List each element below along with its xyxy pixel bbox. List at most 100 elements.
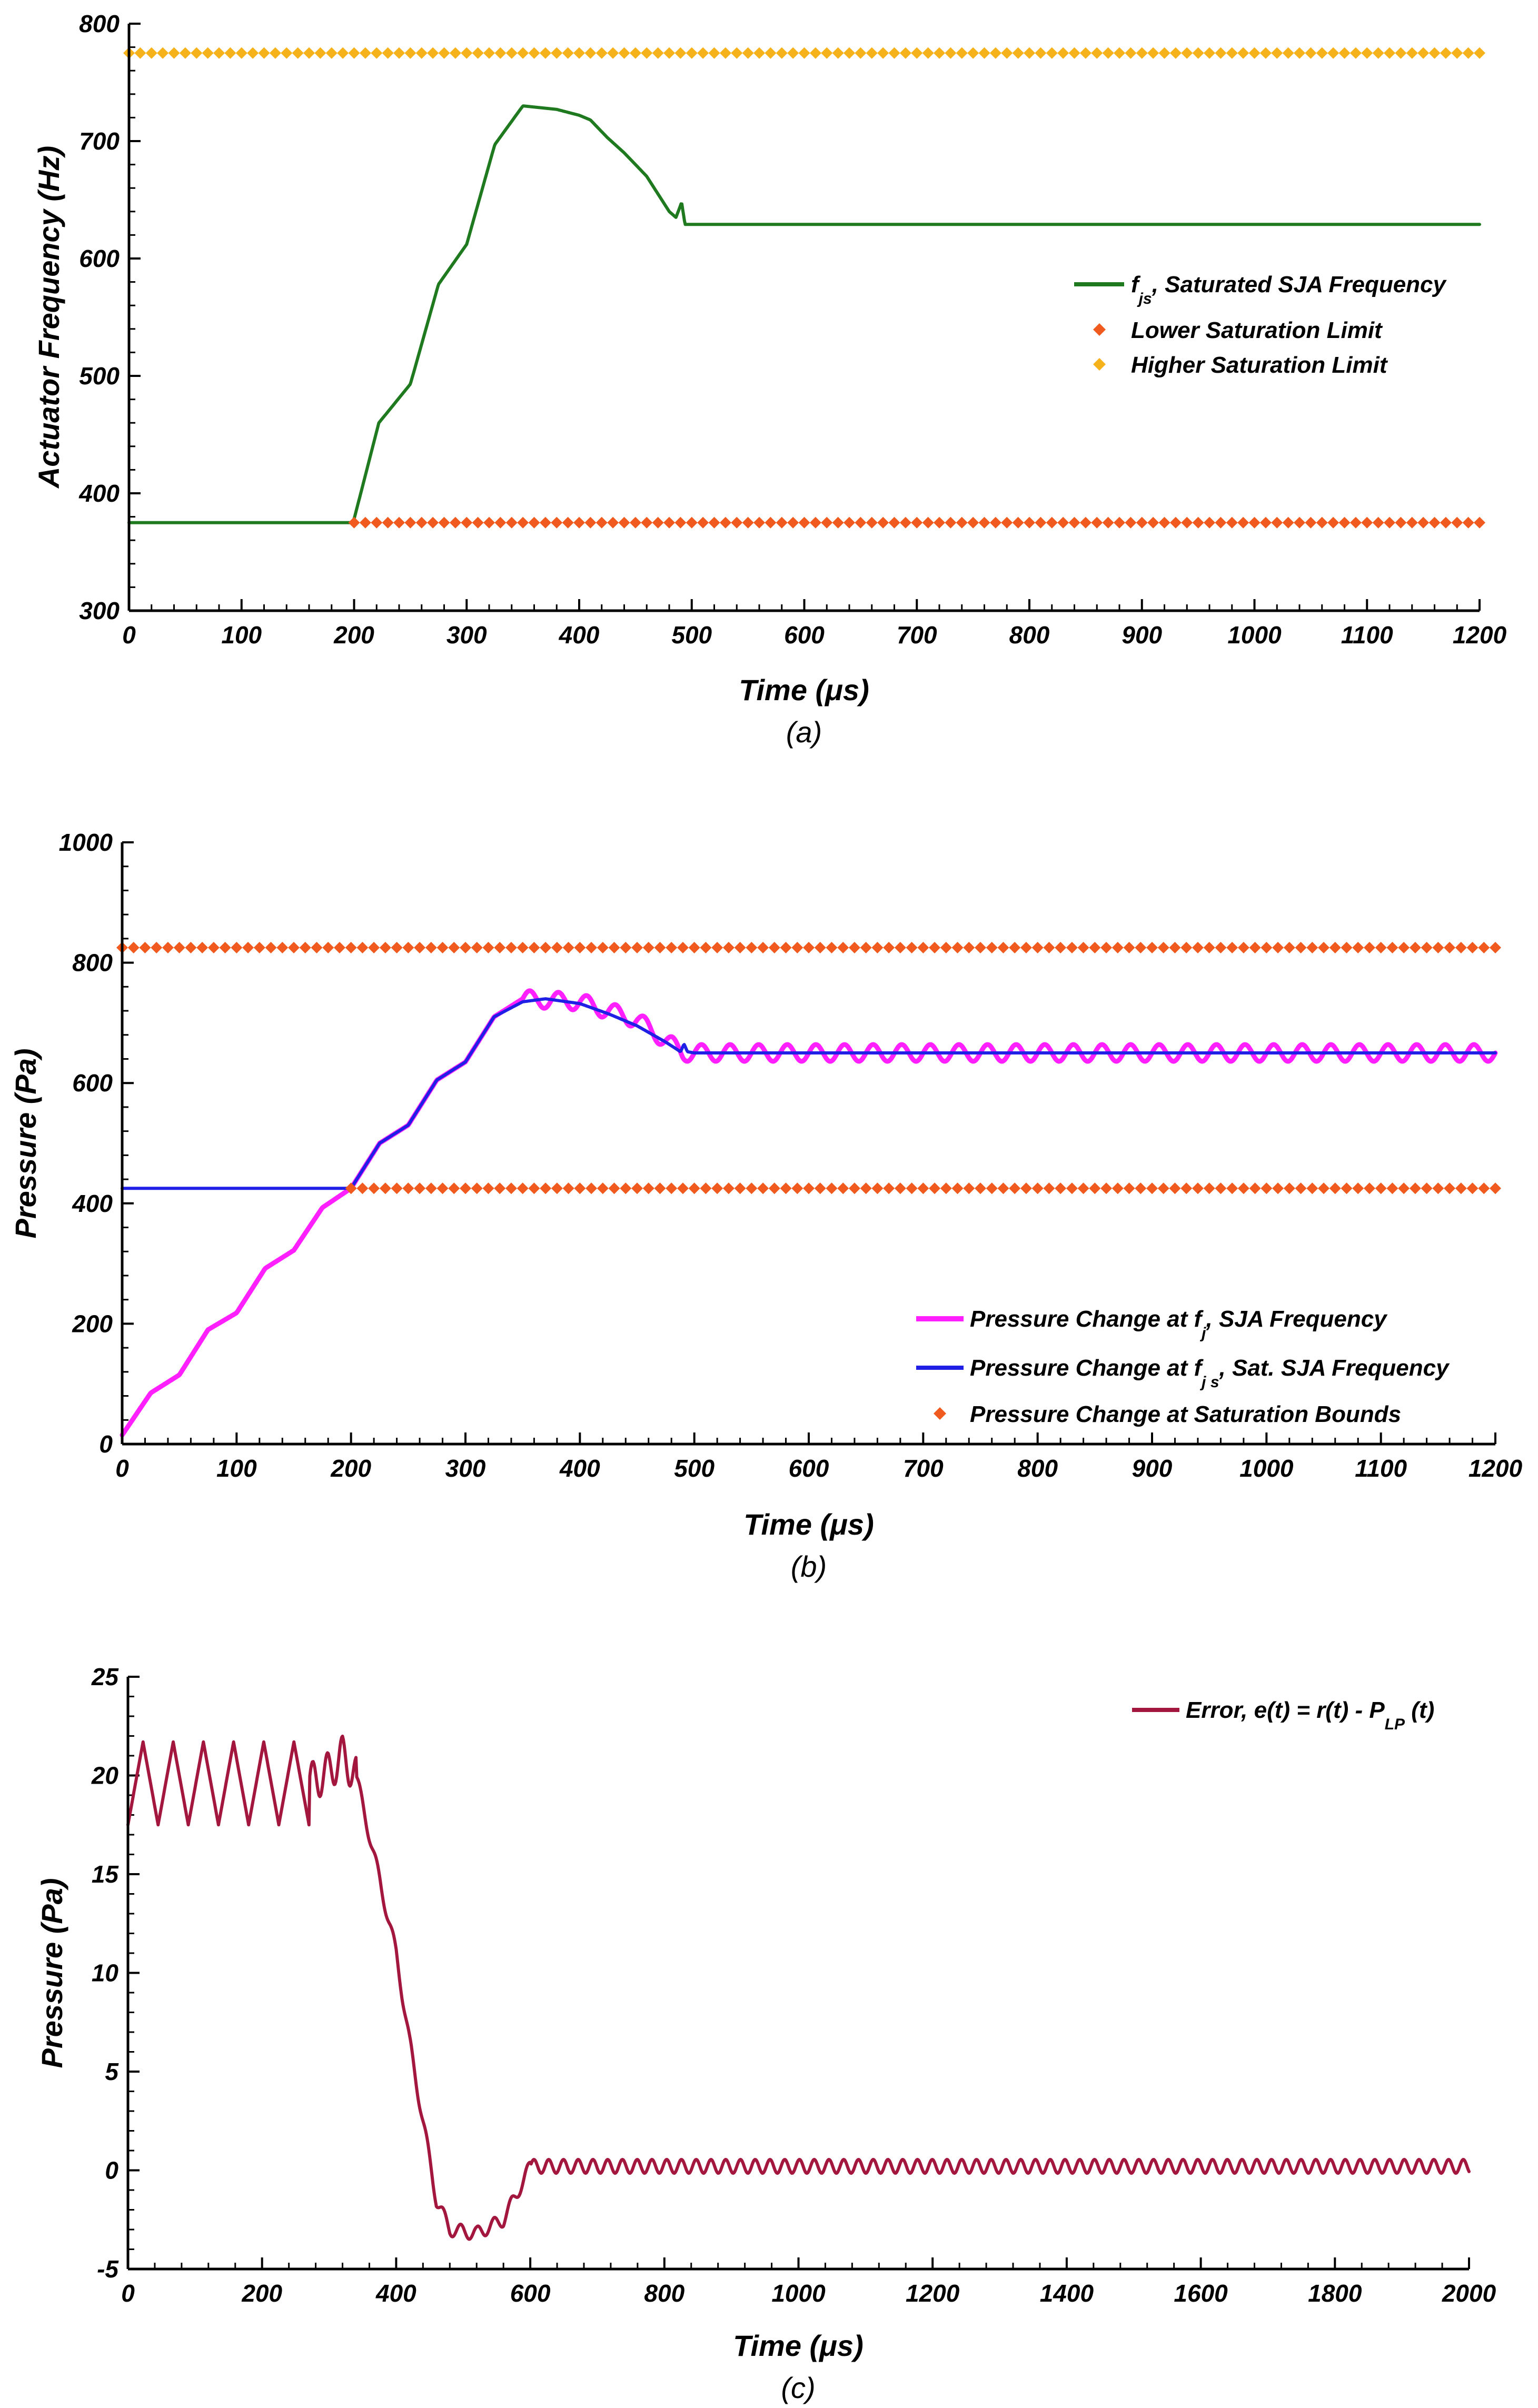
marker-higher-saturation-limit [1001,47,1013,59]
marker-lower-saturation-limit [562,516,574,529]
marker-pressure-change-at-saturation-bounds [722,1182,735,1195]
marker-lower-saturation-limit [978,516,990,529]
marker-higher-saturation-limit [348,47,360,59]
marker-pressure-change-at-saturation-bounds [127,942,140,954]
marker-lower-saturation-limit [551,516,563,529]
marker-lower-saturation-limit [844,516,855,529]
marker-higher-saturation-limit [809,47,821,59]
marker-pressure-change-at-saturation-bounds [139,942,151,954]
marker-pressure-change-at-saturation-bounds [1272,1182,1284,1195]
marker-lower-saturation-limit [371,516,383,529]
marker-pressure-change-at-saturation-bounds [780,1182,792,1195]
marker-higher-saturation-limit [1147,47,1159,59]
marker-higher-saturation-limit [1169,47,1182,59]
x-tick-label: 200 [330,1455,371,1482]
marker-higher-saturation-limit [629,47,641,59]
y-tick-label: 0 [105,2157,118,2184]
y-tick-label: 300 [79,597,120,624]
marker-lower-saturation-limit [618,516,630,529]
marker-higher-saturation-limit [1204,47,1215,59]
x-tick-label: 0 [115,1455,129,1482]
marker-pressure-change-at-saturation-bounds [951,1182,964,1195]
marker-higher-saturation-limit [686,47,698,59]
marker-higher-saturation-limit [989,47,1001,59]
marker-lower-saturation-limit [1361,516,1373,529]
marker-higher-saturation-limit [855,47,867,59]
marker-higher-saturation-limit [1125,47,1137,59]
marker-pressure-change-at-saturation-bounds [1455,942,1467,954]
marker-higher-saturation-limit [821,47,833,59]
marker-lower-saturation-limit [1327,516,1339,529]
marker-higher-saturation-limit [1417,47,1430,59]
marker-lower-saturation-limit [1384,516,1395,529]
marker-pressure-change-at-saturation-bounds [963,1182,975,1195]
marker-pressure-change-at-saturation-bounds [356,942,369,954]
marker-higher-saturation-limit [1248,47,1261,59]
marker-higher-saturation-limit [461,47,473,59]
panel-b-ticks [121,841,1496,1445]
marker-lower-saturation-limit [753,516,765,529]
marker-pressure-change-at-saturation-bounds [1043,1182,1055,1195]
marker-higher-saturation-limit [1192,47,1204,59]
marker-pressure-change-at-saturation-bounds [1444,1182,1456,1195]
marker-pressure-change-at-saturation-bounds [299,942,311,954]
legend-subscript: LP [1385,1716,1405,1733]
marker-pressure-change-at-saturation-bounds [1318,1182,1329,1195]
marker-lower-saturation-limit [731,516,743,529]
marker-lower-saturation-limit [787,516,799,529]
marker-higher-saturation-limit [832,47,844,59]
marker-pressure-change-at-saturation-bounds [620,1182,632,1195]
marker-higher-saturation-limit [584,47,597,59]
marker-lower-saturation-limit [1114,516,1125,529]
marker-pressure-change-at-saturation-bounds [242,942,254,954]
marker-pressure-change-at-saturation-bounds [1386,1182,1398,1195]
y-tick-label: 400 [78,480,120,507]
marker-lower-saturation-limit [1035,516,1047,529]
chart-panel-a: 0 100 200 300 400 500 600 700 800 900 1000 1100 1200… [32,10,1507,749]
marker-lower-saturation-limit [821,516,833,529]
marker-higher-saturation-limit [922,47,934,59]
marker-pressure-change-at-saturation-bounds [436,1182,449,1195]
marker-pressure-change-at-saturation-bounds [1432,1182,1444,1195]
marker-pressure-change-at-saturation-bounds [848,1182,860,1195]
marker-lower-saturation-limit [1046,516,1058,529]
marker-pressure-change-at-saturation-bounds [1295,942,1307,954]
marker-pressure-change-at-saturation-bounds [803,1182,815,1195]
x-tick-label: 500 [671,621,712,649]
marker-pressure-change-at-saturation-bounds [517,942,529,954]
marker-pressure-change-at-saturation-bounds [517,1182,529,1195]
marker-pressure-change-at-saturation-bounds [151,942,163,954]
marker-lower-saturation-limit [866,516,878,529]
marker-pressure-change-at-saturation-bounds [1466,1182,1479,1195]
marker-pressure-change-at-saturation-bounds [1043,942,1055,954]
marker-pressure-change-at-saturation-bounds [906,942,918,954]
marker-higher-saturation-limit [708,47,720,59]
marker-pressure-change-at-saturation-bounds [1352,1182,1364,1195]
x-tick-label: 700 [903,1455,944,1482]
x-tick-label: 1800 [1308,2280,1362,2307]
marker-pressure-change-at-saturation-bounds [711,942,723,954]
legend-marker-saturation-bounds [934,1407,946,1420]
marker-lower-saturation-limit [855,516,867,529]
marker-lower-saturation-limit [922,516,934,529]
marker-pressure-change-at-saturation-bounds [814,942,826,954]
marker-lower-saturation-limit [494,516,507,529]
marker-higher-saturation-limit [235,47,247,59]
marker-higher-saturation-limit [1035,47,1047,59]
legend-symbol: f [1194,1355,1204,1381]
marker-pressure-change-at-saturation-bounds [757,1182,769,1195]
marker-pressure-change-at-saturation-bounds [219,942,231,954]
marker-higher-saturation-limit [1474,47,1485,59]
marker-higher-saturation-limit [303,47,315,59]
marker-lower-saturation-limit [809,516,821,529]
marker-pressure-change-at-saturation-bounds [1146,942,1158,954]
marker-pressure-change-at-saturation-bounds [253,942,265,954]
marker-pressure-change-at-saturation-bounds [1466,942,1479,954]
marker-pressure-change-at-saturation-bounds [871,1182,884,1195]
x-tick-label: 800 [1009,621,1050,649]
marker-pressure-change-at-saturation-bounds [734,942,746,954]
legend-subscript: j [1199,1325,1206,1342]
marker-lower-saturation-limit [1237,516,1249,529]
marker-higher-saturation-limit [866,47,878,59]
marker-lower-saturation-limit [934,516,945,529]
